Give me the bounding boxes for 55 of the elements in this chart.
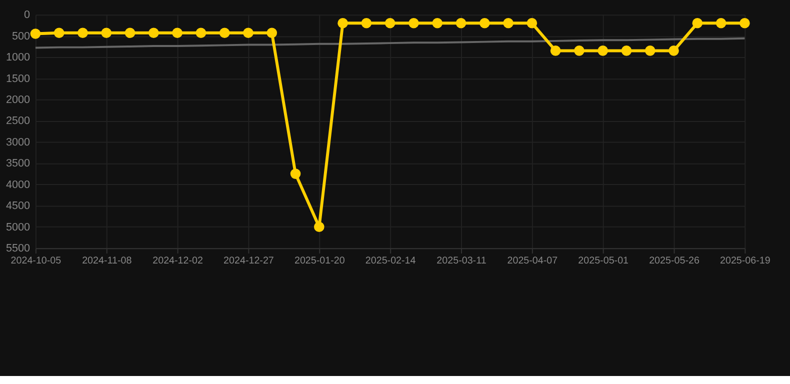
- point: [219, 28, 230, 38]
- point: [101, 28, 112, 38]
- y-tick-label: 3500: [6, 158, 30, 170]
- x-tick-label: 2024-12-02: [152, 255, 203, 266]
- point: [692, 18, 703, 28]
- y-tick-label: 2000: [6, 94, 30, 106]
- point: [550, 46, 561, 56]
- point: [456, 18, 466, 28]
- y-tick-label: 5000: [6, 221, 30, 234]
- point: [644, 46, 656, 56]
- y-tick-label: 5500: [6, 242, 30, 255]
- point: [290, 168, 301, 179]
- point: [716, 18, 726, 28]
- y-tick-label: 1000: [6, 52, 30, 64]
- x-tick-label: 2024-12-27: [224, 255, 274, 266]
- point: [384, 18, 396, 28]
- point: [148, 28, 159, 38]
- point: [54, 28, 64, 38]
- point: [196, 28, 206, 38]
- point: [78, 28, 88, 38]
- x-tick-label: 2025-05-01: [578, 255, 629, 266]
- x-tick-label: 2025-04-07: [507, 255, 558, 266]
- y-tick-label: 500: [12, 30, 30, 42]
- x-tick-label: 2025-01-20: [294, 255, 346, 266]
- point: [598, 46, 608, 56]
- y-tick-label: 4000: [6, 178, 30, 191]
- point: [432, 18, 443, 28]
- y-tick-label: 2500: [6, 115, 30, 128]
- point: [668, 46, 679, 56]
- point: [172, 28, 182, 38]
- y-tick-label: 0: [24, 9, 30, 22]
- point: [338, 18, 348, 28]
- point: [621, 46, 632, 56]
- point: [361, 18, 372, 28]
- point: [243, 28, 254, 38]
- point: [266, 28, 278, 38]
- y-tick-label: 3000: [6, 136, 30, 148]
- point: [30, 28, 41, 39]
- point: [124, 28, 136, 38]
- x-tick-label: 2024-10-05: [10, 255, 62, 266]
- point: [314, 222, 324, 232]
- point: [574, 46, 584, 56]
- x-tick-label: 2025-05-26: [649, 255, 700, 266]
- x-tick-label: 2025-03-11: [436, 255, 486, 266]
- y-tick-label: 1500: [6, 72, 30, 85]
- point: [408, 18, 419, 28]
- x-tick-label: 2024-11-08: [82, 255, 132, 266]
- x-tick-label: 2025-06-19: [720, 255, 771, 266]
- point: [526, 18, 538, 28]
- point: [740, 18, 750, 28]
- point: [503, 18, 514, 28]
- x-tick-label: 2025-02-14: [365, 255, 416, 266]
- line-series: [34, 37, 746, 49]
- y-tick-label: 4500: [6, 200, 30, 212]
- point: [479, 18, 490, 28]
